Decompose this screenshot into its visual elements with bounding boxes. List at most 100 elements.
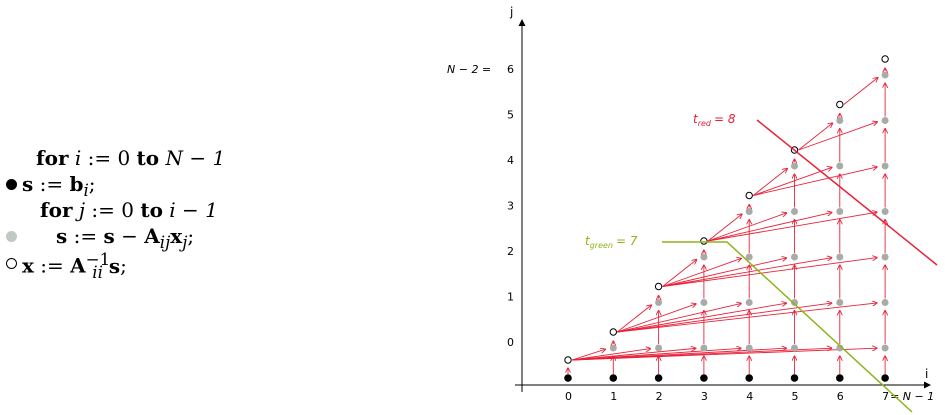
red-time-line [756,119,938,266]
edge-dep-1-5 [617,303,786,333]
init-node-2 [654,374,663,382]
update-node-6-2 [836,253,844,261]
y-tick-prefix: N − 2 = [447,63,491,76]
update-node-6-1 [836,299,844,306]
solve-node-1 [609,328,617,336]
update-node-4-1 [745,299,753,306]
edge-dep-2-3 [662,259,697,287]
edge-dep-6-7 [843,77,878,105]
update-node-3-1 [700,299,708,306]
solve-node-4 [745,191,753,200]
update-node-1-0 [609,344,617,352]
update-node-3-0 [700,344,708,352]
update-node-7-1 [881,299,889,306]
y-tick-label-3: 3 [507,200,514,213]
update-node-7-2 [881,253,889,261]
update-node-5-2 [791,253,798,261]
y-tick-label-2: 2 [507,245,514,258]
axes: j i [509,5,931,392]
x-tick-label-0: 0 [565,390,572,403]
black-dot-icon [6,179,17,190]
solve-node-2 [654,282,663,291]
edge-dep-1-2 [617,305,651,333]
update-node-7-6 [881,71,889,79]
update-node-6-3 [836,208,844,215]
edge-dep-4-7 [753,167,877,196]
red-time-label: tred = 8 [693,112,736,128]
keyword-to: to [136,146,160,170]
update-node-5-0 [791,344,798,352]
edge-dep-2-4 [662,258,742,287]
edge-dep-3-5 [707,213,787,242]
edge-dep-3-4 [707,214,742,242]
update-node-4-3 [745,208,753,215]
y-axis-label: j [509,5,513,19]
init-node-1 [609,374,618,382]
x-tick-label-5: 5 [792,390,799,403]
green-time-label: tgreen = 7 [585,234,638,250]
init-node-5 [790,374,799,382]
update-node-3-2 [700,253,708,261]
update-node-5-1 [791,299,798,306]
edge-dep-1-6 [617,303,832,333]
edge-dep-0-1 [571,349,605,361]
y-tick-label-6: 6 [507,63,514,76]
edge-dep-1-3 [617,304,696,333]
loop-i-start: := 0 [87,146,131,170]
edge-dep-0-3 [571,348,696,361]
x-tick-label-7: 7 [882,390,889,403]
x-tick-label-6: 6 [837,390,844,403]
gray-dot-icon [6,231,17,242]
edge-dep-1-4 [617,303,741,333]
init-node-3 [700,374,708,382]
edge-dep-2-7 [662,258,878,287]
x-tick-suffix: = N − 1 [890,390,934,403]
x-tick-label-2: 2 [656,390,663,403]
x-tick-label-4: 4 [746,390,753,403]
y-tick-label-5: 5 [507,109,514,122]
edge-dep-4-6 [753,167,832,196]
edge-dep-5-7 [798,122,878,151]
y-tick-label-4: 4 [507,154,514,167]
init-node-0 [564,374,572,382]
update-node-7-0 [881,344,889,352]
update-node-6-5 [836,117,844,124]
x-axis-label: i [925,367,928,381]
x-tick-label-1: 1 [610,390,617,403]
loop-i-bound: N − 1 [165,146,226,170]
open-circle-icon [6,258,17,269]
update-node-5-4 [791,162,798,170]
y-tick-label-0: 0 [507,336,514,349]
y-tick-label-1: 1 [507,291,514,304]
edge-dep-0-7 [571,348,877,361]
keyword-for: for [36,146,69,170]
solve-node-6 [836,100,844,109]
update-node-7-4 [881,162,889,170]
update-node-4-0 [745,344,753,352]
edge-dep-1-7 [617,303,877,333]
update-node-2-0 [655,344,663,352]
init-node-7 [881,374,889,382]
solve-node-3 [700,237,708,245]
loop-var-i: i [74,146,82,170]
update-node-7-5 [881,117,889,124]
green-time-line [662,241,913,413]
init-node-4 [745,374,753,382]
update-node-7-3 [881,208,889,215]
update-node-2-1 [655,299,663,306]
solve-node-0 [564,356,572,364]
x-tick-label-3: 3 [701,390,708,403]
edge-dep-0-2 [571,349,651,361]
edge-dep-3-6 [707,212,832,242]
edge-dep-2-5 [662,258,787,287]
solve-node-7 [881,55,889,63]
edge-dep-5-6 [798,123,833,151]
edge-dep-2-6 [662,258,832,287]
edge-dep-4-5 [752,168,787,196]
edge-dep-3-7 [707,212,877,242]
init-node-6 [836,374,844,382]
update-node-5-3 [791,208,798,215]
update-node-4-2 [745,253,753,261]
update-node-6-4 [836,162,844,170]
